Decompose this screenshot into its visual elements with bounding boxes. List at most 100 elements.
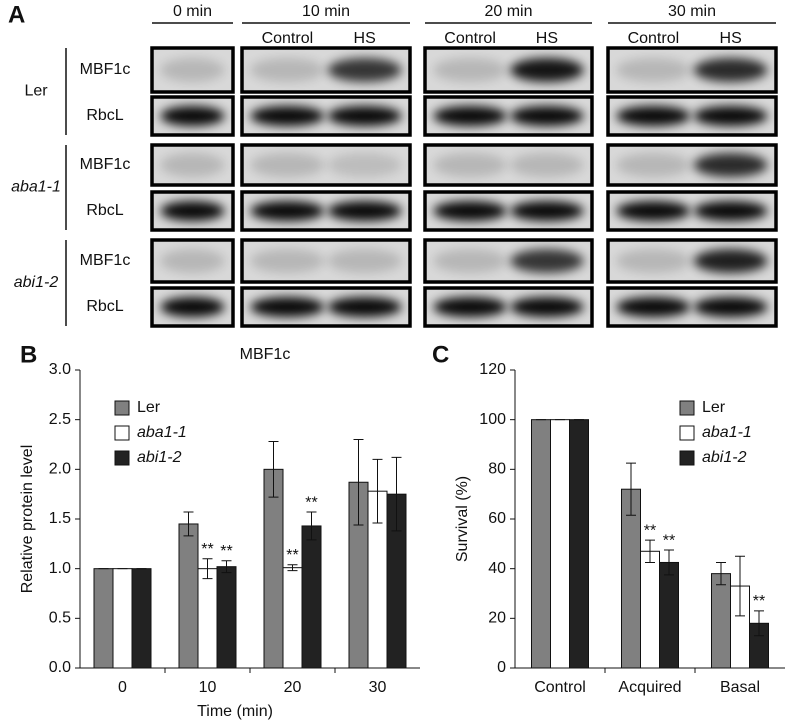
error-bar xyxy=(735,555,745,617)
row-label: RbcL xyxy=(86,298,123,315)
bar xyxy=(216,566,237,669)
blot-band xyxy=(433,106,507,126)
legend-swatch xyxy=(114,450,130,466)
legend-swatch xyxy=(679,425,695,441)
significance-label: ** xyxy=(644,522,656,539)
y-tick-label: 120 xyxy=(479,361,506,378)
x-tick-label: Basal xyxy=(720,679,760,696)
bar xyxy=(263,468,284,669)
legend-swatch xyxy=(679,400,695,416)
x-axis-label: Time (min) xyxy=(197,703,273,720)
error-bar xyxy=(716,561,726,586)
bar xyxy=(282,567,303,669)
legend-label: Ler xyxy=(137,399,161,416)
blot-band xyxy=(250,249,325,273)
blot-band xyxy=(693,153,768,177)
x-tick-label: Acquired xyxy=(618,679,681,696)
blot-band xyxy=(160,58,225,82)
bar xyxy=(640,550,660,669)
blot-band xyxy=(616,201,691,221)
y-tick-label: 0.0 xyxy=(49,659,71,676)
blot-band xyxy=(510,58,584,82)
blot-band xyxy=(160,106,225,126)
bar xyxy=(178,523,199,669)
bar xyxy=(131,568,152,669)
blot-band xyxy=(510,153,584,177)
legend-label: aba1-1 xyxy=(137,424,187,441)
error-bar xyxy=(268,441,279,498)
y-tick-label: 1.0 xyxy=(49,560,71,577)
blot-band xyxy=(510,249,584,273)
panel-label: C xyxy=(432,341,449,368)
blot-band xyxy=(616,297,691,317)
x-tick-label: 10 xyxy=(199,679,217,696)
legend-label: abi1-2 xyxy=(137,449,182,466)
blot-band xyxy=(510,201,584,221)
blot-band xyxy=(433,201,507,221)
blot-band xyxy=(160,153,225,177)
error-bar xyxy=(754,610,764,637)
blot-band xyxy=(250,106,325,126)
blot-band xyxy=(160,297,225,317)
error-bar xyxy=(183,511,194,537)
significance-label: ** xyxy=(201,541,213,558)
y-tick-label: 80 xyxy=(488,461,506,478)
row-label: RbcL xyxy=(86,107,123,124)
panel-label: A xyxy=(8,1,25,28)
chart-title: MBF1c xyxy=(240,346,291,363)
y-tick-label: 20 xyxy=(488,610,506,627)
condition-label: HS xyxy=(354,30,376,47)
panel-label: B xyxy=(20,341,37,368)
time-label: 30 min xyxy=(668,3,716,20)
bar xyxy=(569,419,589,669)
y-tick-label: 0 xyxy=(497,659,506,676)
genotype-label: aba1-1 xyxy=(11,179,61,196)
legend-label: Ler xyxy=(702,399,726,416)
error-bar xyxy=(287,564,298,572)
bar xyxy=(301,525,322,669)
y-axis-label: Survival (%) xyxy=(454,476,471,562)
blot-band xyxy=(510,106,584,126)
y-tick-label: 60 xyxy=(488,510,506,527)
bar xyxy=(197,568,218,669)
blot-band xyxy=(160,201,225,221)
blot-band xyxy=(693,58,768,82)
error-bar xyxy=(372,458,383,524)
significance-label: ** xyxy=(753,593,765,610)
error-bar xyxy=(391,456,402,532)
legend-swatch xyxy=(114,425,130,441)
significance-label: ** xyxy=(220,543,232,560)
x-tick-label: 30 xyxy=(369,679,387,696)
legend-label: aba1-1 xyxy=(702,424,752,441)
bar xyxy=(112,568,133,669)
condition-label: Control xyxy=(444,30,496,47)
error-bar xyxy=(626,462,636,516)
legend-swatch xyxy=(114,400,130,416)
blot-band xyxy=(160,249,225,273)
condition-label: Control xyxy=(262,30,314,47)
bar xyxy=(621,488,641,669)
time-label: 20 min xyxy=(484,3,532,20)
error-bar xyxy=(664,549,674,576)
y-tick-label: 2.5 xyxy=(49,411,71,428)
significance-label: ** xyxy=(663,532,675,549)
blot-band xyxy=(433,153,507,177)
y-tick-label: 100 xyxy=(479,411,506,428)
y-tick-label: 3.0 xyxy=(49,361,71,378)
x-tick-label: 20 xyxy=(284,679,302,696)
error-bar xyxy=(221,560,232,574)
y-tick-label: 0.5 xyxy=(49,610,71,627)
row-label: MBF1c xyxy=(80,156,131,173)
condition-label: Control xyxy=(628,30,680,47)
blot-band xyxy=(693,297,768,317)
blot-band xyxy=(327,58,402,82)
blot-band xyxy=(250,153,325,177)
blot-band xyxy=(616,249,691,273)
bar xyxy=(93,568,114,669)
blot-band xyxy=(250,297,325,317)
row-label: RbcL xyxy=(86,202,123,219)
y-tick-label: 1.5 xyxy=(49,510,71,527)
time-label: 0 min xyxy=(173,3,212,20)
error-bar xyxy=(306,511,317,541)
